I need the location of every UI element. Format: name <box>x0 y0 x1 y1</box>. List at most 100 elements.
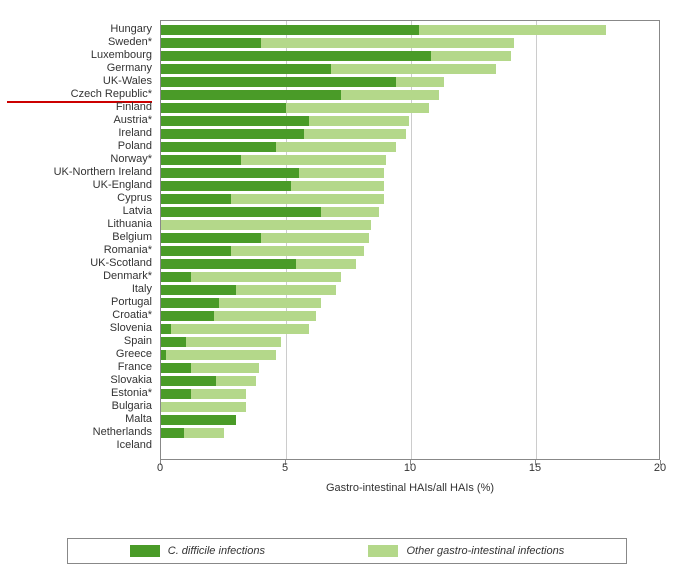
country-label: UK-Northern Ireland <box>7 166 152 179</box>
bar-row <box>161 402 659 412</box>
country-label: UK-England <box>7 179 152 192</box>
bar-row <box>161 142 659 152</box>
bar-segment-cdiff <box>161 285 236 295</box>
bar-row <box>161 350 659 360</box>
country-label: Denmark* <box>7 270 152 283</box>
country-label: Hungary <box>7 23 152 36</box>
country-label: Latvia <box>7 205 152 218</box>
bar-segment-other <box>286 103 429 113</box>
bar-segment-other <box>186 337 281 347</box>
x-tick-label: 15 <box>529 462 541 474</box>
country-label: Romania* <box>7 244 152 257</box>
country-label: Sweden* <box>7 36 152 49</box>
bar-segment-other <box>309 116 409 126</box>
country-label: Netherlands <box>7 426 152 439</box>
bar-segment-cdiff <box>161 337 186 347</box>
bar-segment-other <box>219 298 322 308</box>
legend-item-cdiff: C. difficile infections <box>130 545 265 557</box>
bar-segment-cdiff <box>161 51 431 61</box>
country-label: Iceland <box>7 439 152 452</box>
bar-row <box>161 103 659 113</box>
bar-segment-other <box>341 90 439 100</box>
bar-segment-other <box>184 428 224 438</box>
x-tick-label: 0 <box>157 462 163 474</box>
country-label: Belgium <box>7 231 152 244</box>
bar-segment-other <box>231 194 384 204</box>
bar-segment-other <box>171 324 309 334</box>
bar-row <box>161 428 659 438</box>
bar-segment-cdiff <box>161 181 291 191</box>
bar-row <box>161 207 659 217</box>
bar-segment-cdiff <box>161 64 331 74</box>
country-label: Malta <box>7 413 152 426</box>
bar-segment-other <box>191 272 341 282</box>
bar-segment-cdiff <box>161 168 299 178</box>
bar-segment-other <box>166 350 276 360</box>
bar-row <box>161 25 659 35</box>
bar-segment-cdiff <box>161 428 184 438</box>
country-label: Cyprus <box>7 192 152 205</box>
bar-segment-cdiff <box>161 298 219 308</box>
bar-segment-cdiff <box>161 272 191 282</box>
bar-segment-cdiff <box>161 77 396 87</box>
bar-row <box>161 90 659 100</box>
bar-segment-other <box>261 233 369 243</box>
bar-segment-cdiff <box>161 25 419 35</box>
legend-swatch-cdiff <box>130 545 160 557</box>
x-axis-label: Gastro-intestinal HAIs/all HAIs (%) <box>160 482 660 494</box>
bar-segment-cdiff <box>161 415 236 425</box>
bar-row <box>161 64 659 74</box>
bar-row <box>161 324 659 334</box>
bar-row <box>161 116 659 126</box>
bar-row <box>161 155 659 165</box>
bar-segment-other <box>231 246 364 256</box>
country-label: Slovakia <box>7 374 152 387</box>
bar-row <box>161 51 659 61</box>
bar-row <box>161 389 659 399</box>
legend-swatch-other <box>368 545 398 557</box>
country-label: Ireland <box>7 127 152 140</box>
country-label: UK-Scotland <box>7 257 152 270</box>
x-tick-label: 5 <box>282 462 288 474</box>
bar-segment-cdiff <box>161 363 191 373</box>
country-label: Poland <box>7 140 152 153</box>
legend-label-other: Other gastro-intestinal infections <box>406 545 564 557</box>
bar-segment-cdiff <box>161 38 261 48</box>
bar-segment-cdiff <box>161 207 321 217</box>
country-label: Slovenia <box>7 322 152 335</box>
bar-segment-cdiff <box>161 389 191 399</box>
legend-item-other: Other gastro-intestinal infections <box>368 545 564 557</box>
bar-segment-other <box>291 181 384 191</box>
country-label: Lithuania <box>7 218 152 231</box>
x-tick-label: 20 <box>654 462 666 474</box>
legend: C. difficile infections Other gastro-int… <box>67 538 627 564</box>
plot-area <box>160 20 660 460</box>
bar-segment-other <box>161 220 371 230</box>
bar-segment-other <box>419 25 607 35</box>
bar-row <box>161 77 659 87</box>
bar-segment-other <box>261 38 514 48</box>
bar-segment-cdiff <box>161 259 296 269</box>
bar-segment-other <box>299 168 384 178</box>
bar-row <box>161 415 659 425</box>
bar-segment-cdiff <box>161 116 309 126</box>
bar-row <box>161 259 659 269</box>
country-label: Estonia* <box>7 387 152 400</box>
bar-row <box>161 376 659 386</box>
bar-segment-cdiff <box>161 90 341 100</box>
bar-segment-other <box>236 285 336 295</box>
bar-segment-other <box>296 259 356 269</box>
bar-row <box>161 441 659 451</box>
country-label: Austria* <box>7 114 152 127</box>
bar-row <box>161 298 659 308</box>
bar-row <box>161 311 659 321</box>
bar-segment-other <box>191 389 246 399</box>
country-label: France <box>7 361 152 374</box>
bar-row <box>161 272 659 282</box>
country-label: Germany <box>7 62 152 75</box>
bar-segment-cdiff <box>161 233 261 243</box>
bar-row <box>161 285 659 295</box>
bar-row <box>161 181 659 191</box>
country-label: Italy <box>7 283 152 296</box>
x-tick-label: 10 <box>404 462 416 474</box>
